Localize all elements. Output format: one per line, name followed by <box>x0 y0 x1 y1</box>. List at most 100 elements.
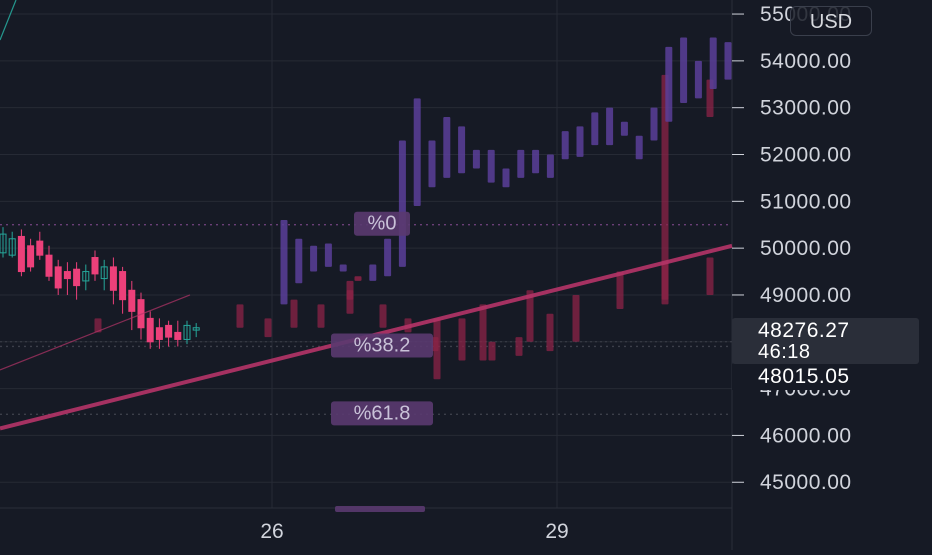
candle-body <box>0 233 7 254</box>
bear-bar <box>236 304 244 328</box>
candle-body <box>146 317 154 343</box>
bear-bar <box>94 318 102 333</box>
large-candle <box>384 238 392 277</box>
price-axis-label: 49000.00 <box>760 284 852 307</box>
large-candle <box>354 276 362 281</box>
price-axis-label: 54000.00 <box>760 50 852 73</box>
bear-bar <box>661 74 669 305</box>
bear-bar <box>346 280 354 300</box>
large-candle <box>694 60 702 99</box>
large-candle <box>295 238 303 284</box>
candle-body <box>82 271 90 282</box>
trendline-teal <box>0 0 17 41</box>
price-axis-label: 46000.00 <box>760 424 852 447</box>
price-axis-label: 52000.00 <box>760 144 852 167</box>
bear-bar <box>290 299 298 328</box>
candle-body <box>36 240 44 256</box>
large-candle <box>532 149 540 174</box>
bear-bar <box>479 304 487 361</box>
fib-label-offscreen <box>335 506 425 512</box>
prev-close-label: 48015.05 <box>732 364 919 390</box>
time-axis-label: 29 <box>545 520 568 543</box>
large-candle <box>502 168 510 188</box>
large-candle <box>561 131 569 160</box>
candle-body <box>192 327 200 331</box>
candle-body <box>100 266 108 280</box>
large-candle <box>635 135 643 160</box>
candle-body <box>8 238 16 256</box>
last-price-label: 48276.27 46:18 <box>732 318 919 364</box>
large-candle <box>413 98 421 207</box>
time-axis[interactable]: 26 29 <box>260 520 568 543</box>
candle-body <box>91 257 99 275</box>
large-candle <box>472 149 480 169</box>
candle-body <box>109 266 117 291</box>
candle-body <box>155 327 163 340</box>
bear-bar <box>488 341 496 361</box>
fib-label-box <box>331 333 433 358</box>
price-axis-label: 45000.00 <box>760 471 852 494</box>
bear-bar <box>379 304 387 328</box>
large-candle <box>620 121 628 136</box>
large-candle <box>576 126 584 157</box>
bear-bars <box>94 74 714 380</box>
candle-body <box>17 235 25 273</box>
large-candle <box>487 149 495 183</box>
large-candle <box>398 140 406 267</box>
grid <box>0 0 733 550</box>
bear-bar <box>433 318 441 380</box>
large-candle <box>443 117 451 178</box>
large-candle <box>517 149 525 178</box>
bear-bar <box>526 290 534 342</box>
fib-label-box <box>354 211 410 236</box>
bear-bar <box>317 304 325 328</box>
candle-body <box>63 271 71 280</box>
small-candles <box>0 227 200 349</box>
bear-bar <box>264 318 272 338</box>
fib-label-text: %0 <box>368 213 397 235</box>
large-candle <box>665 46 673 122</box>
bear-bar <box>458 318 466 361</box>
large-candle <box>339 264 347 272</box>
bear-bar <box>546 313 554 352</box>
large-candle <box>724 42 732 80</box>
fib-retracement[interactable] <box>0 224 732 416</box>
trendline-ma <box>0 294 191 371</box>
large-candle <box>546 154 554 178</box>
price-axis-label: 53000.00 <box>760 97 852 120</box>
large-candle <box>591 112 599 146</box>
fib-label-box <box>331 401 433 426</box>
candle-body <box>183 324 191 340</box>
large-candles <box>280 37 732 305</box>
fib-label-text: %38.2 <box>354 334 411 356</box>
candle-body <box>45 254 53 277</box>
large-candle <box>709 37 717 89</box>
large-candle <box>369 264 377 281</box>
large-candle <box>324 243 332 267</box>
candle-body <box>174 331 182 340</box>
large-candle <box>680 37 688 104</box>
large-candle <box>428 140 436 188</box>
price-axis-label: 51000.00 <box>760 190 852 213</box>
last-price-value: 48276.27 <box>758 319 850 342</box>
fib-label-text: %61.8 <box>354 402 411 424</box>
candle-body <box>27 245 35 268</box>
bear-bar <box>706 257 714 295</box>
fib-labels[interactable]: %0 %38.2 %61.8 <box>331 211 433 512</box>
large-candle <box>606 107 614 146</box>
currency-button[interactable]: USD <box>790 6 872 36</box>
large-candle <box>310 245 318 272</box>
large-candle <box>458 126 466 174</box>
bear-bar <box>515 337 523 356</box>
price-axis[interactable]: 45000.0046000.0047000.0048000.0049000.00… <box>732 3 852 494</box>
candle-body <box>119 271 127 301</box>
bear-bar <box>572 294 580 342</box>
candle-body <box>165 324 173 338</box>
large-candle <box>650 107 658 141</box>
candle-countdown: 46:18 <box>758 341 811 363</box>
time-axis-label: 26 <box>260 520 283 543</box>
candle-body <box>73 268 81 287</box>
candle-body <box>54 266 62 289</box>
